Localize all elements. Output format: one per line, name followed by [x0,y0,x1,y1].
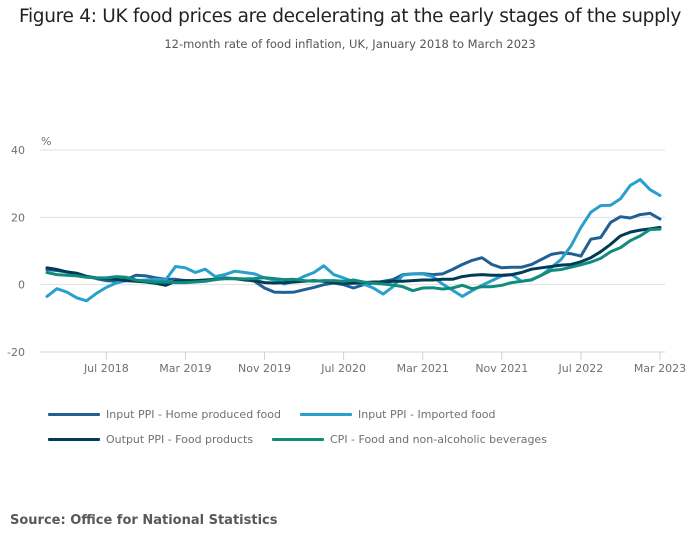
legend-swatch [300,413,352,416]
x-tick-label: Jul 2022 [558,362,604,375]
y-tick-label: 20 [11,211,25,224]
source-note: Source: Office for National Statistics [10,513,278,528]
gridlines [40,149,665,353]
y-tick-label: 0 [18,279,25,292]
legend-item-home-produced[interactable]: Input PPI - Home produced food [48,408,281,421]
series-lines [45,178,662,303]
x-tick-label: Mar 2023 [634,362,686,375]
chart-subtitle: 12-month rate of food inflation, UK, Jan… [164,37,536,51]
series-line-3 [45,227,662,293]
y-tick-label: -20 [7,346,25,359]
y-axis: -20 0 20 40 [7,144,25,359]
x-tick-label: Jul 2020 [320,362,366,375]
x-tick-label: Mar 2019 [159,362,211,375]
x-tick-label: Jul 2018 [83,362,129,375]
x-axis: Jul 2018 Mar 2019 Nov 2019 Jul 2020 Mar 2021… [83,352,686,375]
x-tick-label: Mar 2021 [397,362,449,375]
legend-swatch [48,413,100,416]
chart-title: Figure 4: UK food prices are deceleratin… [18,6,682,27]
y-axis-label: % [41,135,51,148]
legend-item-imported[interactable]: Input PPI - Imported food [300,408,496,421]
x-tick-label: Nov 2021 [475,362,528,375]
series-line-0 [45,211,662,294]
y-tick-label: 40 [11,144,25,157]
legend-label: Output PPI - Food products [106,433,254,446]
legend-label: Input PPI - Home produced food [106,408,281,421]
legend-item-cpi[interactable]: CPI - Food and non-alcoholic beverages [272,433,547,446]
legend-label: CPI - Food and non-alcoholic beverages [330,433,547,446]
legend-swatch [272,438,324,441]
legend-label: Input PPI - Imported food [358,408,496,421]
legend-item-output-ppi[interactable]: Output PPI - Food products [48,433,253,446]
x-tick-label: Nov 2019 [238,362,291,375]
legend-swatch [48,438,100,441]
